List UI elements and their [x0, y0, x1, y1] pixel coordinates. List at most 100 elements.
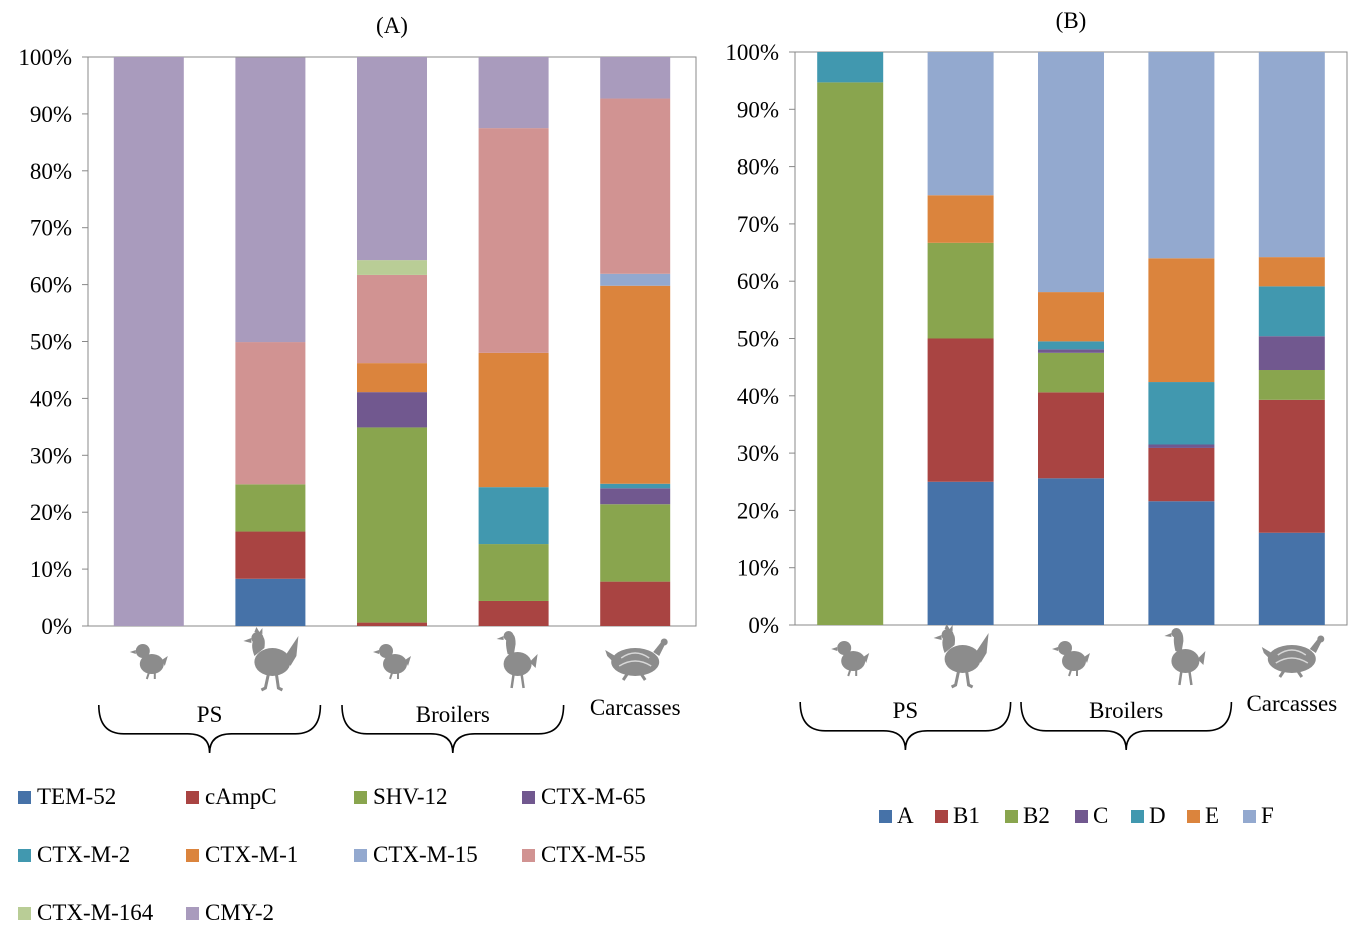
legend-label: CTX-M-65 — [541, 784, 646, 809]
group-label: Carcasses — [590, 695, 681, 720]
chart-panel-a: (A) 0% 10% 20% 30% 40% 50% 60% 70% 80% 90% 100% PS Br… — [18, 13, 697, 925]
bar-segment — [357, 622, 427, 626]
y-tick-label: 40% — [737, 384, 779, 409]
y-tick-label: 0% — [748, 613, 779, 638]
carcass-icon — [605, 638, 668, 681]
bar-segment — [600, 483, 671, 489]
legend-label: C — [1093, 803, 1108, 828]
bar-segment — [235, 531, 306, 579]
bar-segment — [478, 57, 549, 129]
bird-icon — [1164, 628, 1206, 686]
bar-stack — [817, 52, 884, 625]
legend-label: E — [1205, 803, 1219, 828]
legend-swatch — [18, 907, 31, 920]
bar-segment — [927, 242, 994, 339]
legend-label: B2 — [1023, 803, 1050, 828]
bar-segment — [1038, 52, 1104, 293]
bar-stack — [1148, 52, 1215, 625]
bar-segment — [817, 82, 884, 625]
bar-stack — [927, 52, 994, 625]
y-tick-label: 40% — [30, 386, 72, 411]
bar-segment — [817, 52, 884, 83]
bar-segment — [478, 487, 549, 545]
bar-segment — [1258, 532, 1325, 625]
legend-swatch — [522, 849, 535, 862]
chick-icon — [373, 644, 411, 680]
bar-segment — [357, 363, 427, 393]
hen-icon — [243, 627, 299, 692]
bar-segment — [1038, 341, 1104, 350]
bar-segment — [478, 352, 549, 488]
chart-title: (B) — [1056, 8, 1087, 33]
bar-segment — [1038, 292, 1104, 342]
bar-segment — [1148, 444, 1215, 448]
y-tick-label: 10% — [30, 557, 72, 582]
hen-icon — [933, 624, 989, 689]
bar-stack — [235, 57, 306, 626]
legend-label: CTX-M-164 — [37, 900, 154, 925]
bar-segment — [1258, 370, 1325, 400]
legend-label: cAmpC — [205, 784, 277, 809]
legend-swatch — [354, 791, 367, 804]
y-axis: 0% 10% 20% 30% 40% 50% 60% 70% 80% 90% 100% — [18, 45, 88, 639]
bar-stack — [600, 57, 671, 626]
y-tick-label: 100% — [18, 45, 72, 70]
bar-segment — [1258, 257, 1325, 287]
legend-swatch — [1075, 810, 1088, 823]
bar-segment — [1258, 52, 1325, 258]
bar-segment — [357, 274, 427, 364]
chick-icon — [831, 641, 870, 677]
chick-icon — [1052, 641, 1090, 677]
bar-segment — [1038, 478, 1104, 625]
bar-segment — [357, 57, 427, 261]
bar-segment — [1258, 286, 1325, 337]
bar-segment — [1148, 258, 1215, 383]
group-brace — [1020, 701, 1233, 751]
legend-swatch — [1243, 810, 1256, 823]
bar-segment — [357, 260, 427, 275]
y-tick-label: 50% — [30, 330, 72, 355]
bar-stack — [1258, 52, 1325, 625]
y-tick-label: 80% — [737, 155, 779, 180]
y-tick-label: 80% — [30, 159, 72, 184]
legend-swatch — [879, 810, 892, 823]
bar-segment — [600, 57, 671, 99]
legend-swatch — [18, 791, 31, 804]
legend-swatch — [186, 907, 199, 920]
bar-segment — [927, 338, 994, 482]
chart-title: (A) — [376, 13, 408, 38]
bar-segment — [1148, 52, 1215, 259]
y-tick-label: 50% — [737, 327, 779, 352]
group-brace — [799, 701, 1012, 751]
bar-segment — [927, 195, 994, 243]
legend-label: F — [1261, 803, 1274, 828]
legend-swatch — [354, 849, 367, 862]
bar-segment — [600, 504, 671, 582]
bar-segment — [1258, 399, 1325, 533]
y-tick-label: 30% — [737, 441, 779, 466]
legend-label: SHV-12 — [373, 784, 448, 809]
y-tick-label: 70% — [737, 212, 779, 237]
bar-segment — [1148, 382, 1215, 445]
y-tick-label: 100% — [725, 40, 779, 65]
y-tick-label: 70% — [30, 216, 72, 241]
bar-segment — [600, 285, 671, 484]
bar-segment — [1038, 352, 1104, 393]
legend-swatch — [1005, 810, 1018, 823]
bar-segment — [235, 578, 306, 626]
y-tick-label: 20% — [737, 498, 779, 523]
group-label: PS — [893, 698, 919, 723]
legend-label: CTX-M-55 — [541, 842, 646, 867]
legend-label: D — [1149, 803, 1166, 828]
bar-segment — [1038, 392, 1104, 479]
group-label: PS — [197, 702, 223, 727]
y-axis: 0% 10% 20% 30% 40% 50% 60% 70% 80% 90% 100% — [725, 40, 795, 638]
legend-swatch — [186, 791, 199, 804]
bird-icon — [496, 631, 538, 689]
legend-swatch — [18, 849, 31, 862]
bar-stack — [357, 57, 427, 626]
bar-segment — [357, 427, 427, 623]
group-label: Broilers — [1089, 698, 1163, 723]
legend-label: CMY-2 — [205, 900, 274, 925]
